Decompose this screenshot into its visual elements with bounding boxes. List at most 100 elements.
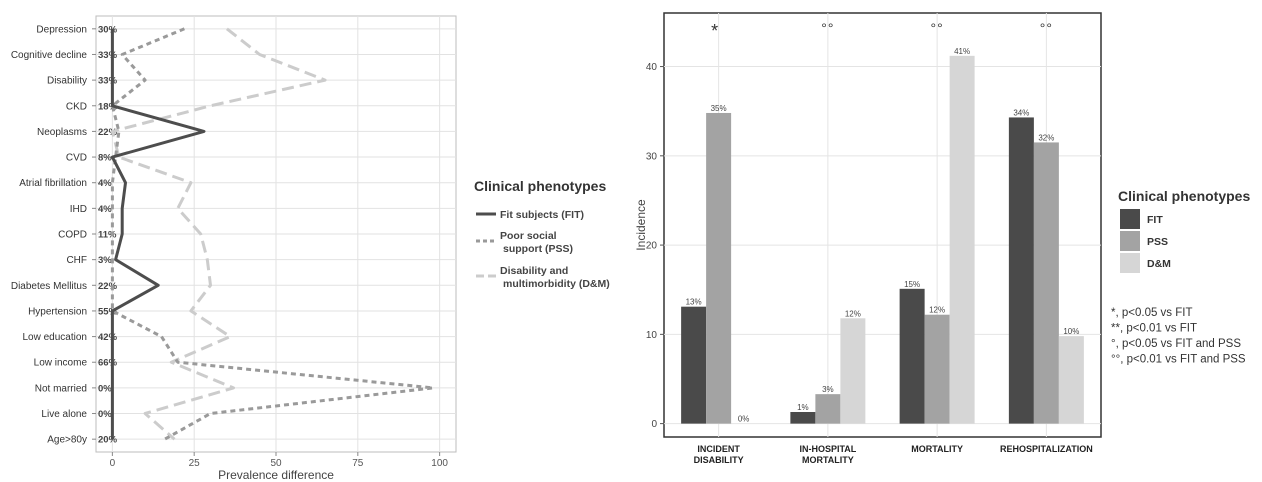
x-tick-label: IN-HOSPITAL MORTALITY bbox=[799, 444, 856, 465]
legend-label: PSS bbox=[1147, 236, 1168, 248]
baseline-prevalence-label: 8% bbox=[98, 153, 112, 164]
significance-footnotes: *, p<0.05 vs FIT **, p<0.01 vs FIT °, p<0.… bbox=[1111, 307, 1246, 366]
legend-label: Poor social support (PSS) bbox=[500, 230, 573, 255]
significance-mark: °° bbox=[1040, 20, 1053, 36]
legend-label-line: Poor social bbox=[500, 230, 557, 242]
x-tick-label: 25 bbox=[189, 458, 201, 469]
bar-value-label: 15% bbox=[904, 280, 920, 289]
legend-swatch bbox=[1120, 253, 1140, 273]
bar-value-label: 12% bbox=[929, 306, 945, 315]
bar-value-label: 1% bbox=[797, 403, 809, 412]
legend-label: Fit subjects (FIT) bbox=[500, 209, 584, 221]
y-tick-label: CHF bbox=[66, 255, 87, 266]
series-line-solid bbox=[110, 28, 206, 440]
legend-label-line: support (PSS) bbox=[503, 243, 573, 255]
footnote: °, p<0.05 vs FIT and PSS bbox=[1111, 338, 1241, 350]
y-tick-label: Low education bbox=[23, 332, 88, 343]
baseline-prevalence-label: 18% bbox=[98, 101, 118, 112]
y-tick-label: IHD bbox=[70, 204, 87, 215]
legend-label-line: multimorbidity (D&M) bbox=[503, 278, 610, 290]
bar-value-label: 10% bbox=[1063, 327, 1079, 336]
legend-label: Disability and multimorbidity (D&M) bbox=[500, 265, 610, 290]
legend-label: FIT bbox=[1147, 214, 1163, 226]
bar bbox=[790, 412, 816, 424]
x-tick-label: 50 bbox=[270, 458, 282, 469]
y-tick-label: Depression bbox=[36, 24, 87, 35]
y-tick-label: Hypertension bbox=[28, 306, 87, 317]
bar-value-label: 0% bbox=[738, 415, 750, 424]
prevalence-legend: Clinical phenotypes Fit subjects (FIT) Poo… bbox=[474, 178, 610, 290]
baseline-prevalence-label: 55% bbox=[98, 306, 118, 317]
baseline-prevalence-label: 22% bbox=[98, 127, 118, 138]
bar bbox=[924, 314, 950, 424]
x-tick-label: REHOSPITALIZATION bbox=[1000, 444, 1093, 454]
y-tick-label: Cognitive decline bbox=[11, 50, 88, 61]
legend-label-line: Disability and bbox=[500, 265, 568, 277]
baseline-prevalence-label: 33% bbox=[98, 76, 118, 87]
y-tick-label: Age>80y bbox=[47, 435, 87, 446]
x-tick-label: 75 bbox=[352, 458, 364, 469]
y-tick-label: Not married bbox=[35, 383, 87, 394]
footnote: **, p<0.01 vs FIT bbox=[1111, 323, 1197, 335]
legend-title: Clinical phenotypes bbox=[1118, 188, 1250, 204]
baseline-prevalence-label: 20% bbox=[98, 435, 118, 446]
x-tick-label-line: MORTALITY bbox=[802, 455, 854, 465]
y-tick-label: 20 bbox=[646, 241, 658, 252]
y-tick-label: Neoplasms bbox=[37, 127, 87, 138]
bar-value-label: 13% bbox=[686, 298, 702, 307]
y-tick-label: Atrial fibrillation bbox=[19, 178, 87, 189]
y-tick-label: COPD bbox=[58, 230, 87, 241]
bar bbox=[681, 306, 707, 424]
x-tick-label-line: INCIDENT bbox=[697, 444, 740, 454]
significance-mark: °° bbox=[821, 20, 834, 36]
bar bbox=[1008, 117, 1034, 424]
bar bbox=[815, 394, 841, 424]
legend-label: D&M bbox=[1147, 258, 1171, 270]
y-axis-title: Incidence bbox=[634, 199, 648, 251]
baseline-prevalence-label: 30% bbox=[98, 24, 118, 35]
y-tick-label: Live alone bbox=[41, 409, 87, 420]
y-tick-label: CKD bbox=[66, 101, 87, 112]
bar-value-label: 32% bbox=[1038, 133, 1054, 142]
baseline-prevalence-label: 3% bbox=[98, 255, 112, 266]
y-tick-label: Low income bbox=[34, 358, 88, 369]
bar bbox=[840, 318, 866, 424]
bar-value-label: 12% bbox=[845, 309, 861, 318]
baseline-prevalence-label: 33% bbox=[98, 50, 118, 61]
incidence-bar-chart: 0 10 20 30 40 Incidence 13% 35% 0% INCIDENT DISABI… bbox=[634, 12, 1102, 465]
bar bbox=[1058, 336, 1084, 424]
x-tick-label: INCIDENT DISABILITY bbox=[694, 444, 744, 465]
y-tick-label: Diabetes Mellitus bbox=[11, 281, 87, 292]
baseline-prevalence-label: 11% bbox=[98, 230, 117, 241]
baseline-prevalence-label: 4% bbox=[98, 204, 112, 215]
bar bbox=[949, 55, 975, 424]
bar bbox=[899, 288, 925, 424]
y-tick-label: 30 bbox=[646, 151, 658, 162]
y-tick-label: 0 bbox=[651, 419, 657, 430]
x-tick-label: MORTALITY bbox=[911, 444, 963, 454]
legend-title: Clinical phenotypes bbox=[474, 178, 606, 194]
series-line-dashed bbox=[110, 27, 327, 441]
bar-value-label: 3% bbox=[822, 385, 834, 394]
bar bbox=[1033, 142, 1059, 424]
footnote: *, p<0.05 vs FIT bbox=[1111, 307, 1193, 319]
x-axis-title: Prevalence difference bbox=[218, 468, 334, 482]
x-tick-label-line: DISABILITY bbox=[694, 455, 744, 465]
baseline-prevalence-label: 0% bbox=[98, 383, 112, 394]
y-tick-label: Disability bbox=[47, 76, 87, 87]
legend-swatch bbox=[1120, 231, 1140, 251]
baseline-prevalence-label: 42% bbox=[98, 332, 118, 343]
baseline-prevalence-label: 22% bbox=[98, 281, 118, 292]
bar-value-label: 34% bbox=[1013, 108, 1029, 117]
baseline-prevalence-label: 4% bbox=[98, 178, 112, 189]
y-tick-label: 10 bbox=[646, 330, 658, 341]
x-tick-label: 100 bbox=[431, 458, 448, 469]
y-tick-label: CVD bbox=[66, 153, 87, 164]
bar-value-label: 35% bbox=[711, 104, 727, 113]
incidence-legend: Clinical phenotypes FIT PSS D&M bbox=[1118, 188, 1250, 273]
baseline-prevalence-label: 66% bbox=[98, 358, 118, 369]
bar bbox=[706, 112, 732, 424]
baseline-prevalence-label: 0% bbox=[98, 409, 112, 420]
significance-mark: * bbox=[711, 21, 718, 41]
